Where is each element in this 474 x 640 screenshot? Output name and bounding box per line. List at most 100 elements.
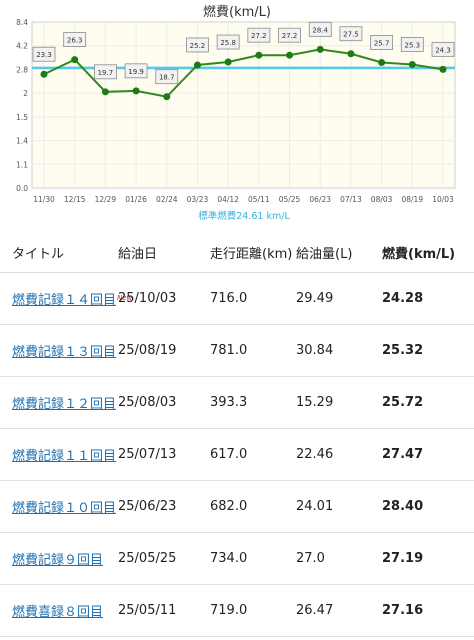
cell-efficiency: 28.40: [382, 480, 474, 533]
cell-amount: 26.47: [296, 584, 382, 637]
cell-title: 燃費喜録８回目: [0, 584, 118, 637]
header-date: 給油日: [118, 232, 210, 273]
cell-efficiency: 24.28: [382, 272, 474, 325]
cell-date: 25/07/13: [118, 428, 210, 481]
x-tick-label: 05/11: [248, 195, 270, 204]
header-amount: 給油量(L): [296, 232, 382, 273]
record-title-link[interactable]: 燃費記録１２回目: [12, 397, 117, 412]
cell-title: 燃費記録１３回目: [0, 324, 118, 377]
data-point: [132, 87, 140, 95]
data-label-box: [216, 34, 240, 50]
data-label: 27.2: [282, 32, 298, 40]
data-label-box: [278, 27, 301, 43]
y-tick-label: 2: [23, 89, 28, 98]
y-tick-label: 0.0: [16, 184, 28, 193]
x-tick-label: 08/19: [401, 195, 423, 204]
x-tick-label: 03/23: [187, 195, 209, 204]
x-tick-label: 07/13: [340, 195, 362, 204]
y-tick-label: 1.4: [16, 137, 28, 146]
data-point: [193, 61, 201, 69]
table-row: 燃費記録１４回目New 25/10/03 716.0 29.49 24.28: [0, 272, 474, 325]
data-label: 27.5: [343, 31, 359, 39]
cell-date: 25/06/23: [118, 480, 210, 533]
data-label-box: [308, 21, 332, 37]
data-point: [408, 60, 416, 68]
data-label: 25.3: [405, 41, 421, 49]
cell-amount: 24.01: [296, 480, 382, 533]
x-tick-label: 08/03: [371, 195, 393, 204]
record-title-link[interactable]: 燃費記録１４回目: [12, 293, 117, 308]
cell-title: 燃費記録１０回目: [0, 480, 118, 533]
data-label: 19.9: [128, 68, 144, 76]
cell-distance: 716.0: [210, 272, 296, 325]
data-label: 25.7: [374, 40, 390, 48]
data-point: [255, 51, 263, 59]
data-point: [347, 50, 355, 58]
x-tick-label: 11/30: [33, 195, 55, 204]
cell-title: 燃費記録１４回目New: [0, 272, 132, 325]
cell-efficiency: 27.19: [382, 532, 474, 585]
record-title-link[interactable]: 燃費記録１１回目: [12, 449, 117, 464]
record-title-link[interactable]: 燃費記録９回目: [12, 553, 104, 568]
cell-amount: 22.46: [296, 428, 382, 481]
series-line: [43, 48, 444, 98]
data-label-box: [431, 41, 455, 57]
x-tick-label: 02/24: [156, 195, 178, 204]
x-tick-label: 12/29: [95, 195, 117, 204]
data-point: [286, 51, 294, 59]
fuel-record-table: タイトル 給油日 走行距離(km) 給油量(L) 燃費(km/L) 燃費記録１４…: [0, 232, 474, 637]
cell-distance: 734.0: [210, 532, 296, 585]
record-title-link[interactable]: 燃費喜録８回目: [12, 605, 104, 620]
x-tick-label: 12/15: [64, 195, 86, 204]
x-tick-label: 01/26: [125, 195, 147, 204]
data-label: 18.7: [159, 74, 175, 82]
table-row: 燃費記録９回目 25/05/25 734.0 27.0 27.19: [0, 532, 474, 585]
data-label-box: [370, 35, 394, 50]
data-label-box: [186, 37, 209, 53]
cell-date: 25/05/25: [118, 532, 210, 585]
data-label: 19.7: [98, 69, 114, 77]
record-title-link[interactable]: 燃費記録１３回目: [12, 345, 117, 360]
table-row: 燃費記録１２回目 25/08/03 393.3 15.29 25.72: [0, 376, 474, 429]
y-tick-label: 4.2: [16, 42, 28, 51]
cell-efficiency: 25.72: [382, 376, 474, 429]
y-tick-label: 2.8: [16, 65, 28, 74]
x-tick-label: 05/25: [279, 195, 301, 204]
reference-line-label: 標準燃費24.61 km/L: [198, 210, 290, 222]
cell-amount: 29.49: [296, 272, 382, 325]
table-row: 燃費記録１１回目 25/07/13 617.0 22.46 27.47: [0, 428, 474, 481]
x-tick-label: 06/23: [309, 195, 331, 204]
cell-efficiency: 27.47: [382, 428, 474, 481]
x-tick-label: 10/03: [432, 195, 454, 204]
data-label-box: [32, 46, 56, 62]
record-title-link[interactable]: 燃費記録１０回目: [12, 501, 117, 516]
y-tick-label: 1.5: [16, 113, 28, 122]
chart-title: 燃費(km/L): [203, 4, 271, 20]
data-point: [163, 93, 171, 101]
cell-efficiency: 25.32: [382, 324, 474, 377]
table-header-row: タイトル 給油日 走行距離(km) 給油量(L) 燃費(km/L): [0, 232, 474, 273]
chart-svg: 燃費(km/L) 8.4 4.2 2.8 2 1.5 1.4 1.1 0.0 23.3 26.3 19…: [16, 4, 456, 222]
table-row: 燃費記録１０回目 25/06/23 682.0 24.01 28.40: [0, 480, 474, 533]
y-tick-label: 1.1: [16, 160, 28, 169]
cell-amount: 30.84: [296, 324, 382, 377]
data-label: 25.8: [220, 39, 236, 47]
cell-date: 25/05/11: [118, 584, 210, 637]
header-efficiency: 燃費(km/L): [382, 232, 474, 273]
data-label-box: [93, 64, 117, 80]
cell-date: 25/08/03: [118, 376, 210, 429]
cell-distance: 682.0: [210, 480, 296, 533]
table-row: 燃費記録１３回目 25/08/19 781.0 30.84 25.32: [0, 324, 474, 377]
cell-date: 25/08/19: [118, 324, 210, 377]
data-point: [101, 88, 109, 96]
cell-distance: 393.3: [210, 376, 296, 429]
data-point: [378, 59, 386, 67]
data-label-box: [124, 63, 148, 79]
x-tick-label: 04/12: [217, 195, 239, 204]
data-point: [224, 58, 232, 66]
header-distance: 走行距離(km): [210, 232, 296, 273]
cell-distance: 719.0: [210, 584, 296, 637]
data-point: [40, 70, 48, 78]
data-label-box: [247, 27, 271, 43]
data-point: [439, 65, 447, 73]
